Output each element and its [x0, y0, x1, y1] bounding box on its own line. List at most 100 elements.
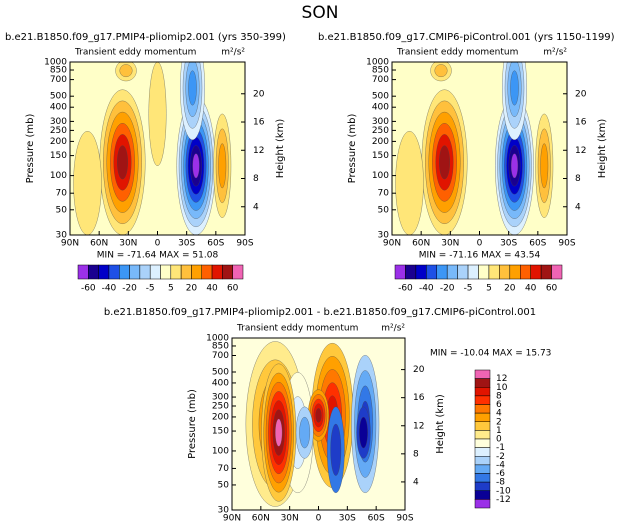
colorbar-box	[457, 264, 469, 280]
colorbar-box	[436, 264, 448, 280]
y2-tick-label: 16	[575, 118, 587, 128]
x-tick-label: 30S	[178, 239, 195, 249]
colorbar-box	[232, 264, 244, 280]
x-tick-label: 0	[316, 514, 322, 524]
colorbar-label: -40	[419, 284, 434, 294]
colorbar-label: 5	[486, 284, 492, 294]
contour-fill	[510, 153, 519, 179]
y2-tick-label: 12	[253, 146, 264, 156]
contour-fill	[299, 416, 311, 449]
colorbar-label: 6	[496, 400, 502, 410]
colorbar-label: -40	[102, 284, 117, 294]
stats: MIN = -71.64 MAX = 51.08	[97, 251, 219, 261]
y-tick-label: 70	[56, 189, 68, 199]
y2-tick-label: 12	[413, 421, 424, 431]
y2-tick-label: 4	[413, 477, 419, 487]
colorbar-box	[540, 264, 552, 280]
colorbar-box	[474, 481, 491, 491]
colorbar-box	[170, 264, 182, 280]
subtitle-right: m²/s²	[221, 48, 245, 58]
contour-fill	[395, 131, 424, 235]
x-tick-label: 60S	[207, 239, 224, 249]
y2-tick-label: 8	[575, 174, 581, 184]
y-tick-label: 30	[56, 231, 68, 241]
colorbar-label: 2	[496, 417, 502, 427]
y-tick-label: 50	[218, 480, 230, 490]
y2-tick-label: 20	[413, 365, 425, 375]
subtitle-left: Transient eddy momentum	[236, 324, 358, 334]
contour-fill	[359, 416, 368, 449]
panel: b.e21.B1850.f09_g17.PMIP4-pliomip2.001 (…	[5, 32, 286, 294]
x-tick-label: 90N	[223, 514, 241, 524]
colorbar-label: -5	[464, 284, 473, 294]
x-tick-label: 60N	[412, 239, 430, 249]
y-tick-label: 300	[50, 117, 67, 127]
colorbar-box	[474, 464, 491, 474]
colorbar-label: -60	[398, 284, 413, 294]
colorbar-box	[201, 264, 213, 280]
colorbar-box	[394, 264, 406, 280]
contour-field	[70, 62, 245, 235]
stats: MIN = -71.16 MAX = 43.54	[419, 251, 541, 261]
subtitle-right: m²/s²	[381, 324, 405, 334]
y2-tick-label: 12	[575, 146, 586, 156]
x-tick-label: 30S	[500, 239, 517, 249]
y-tick-label: 70	[378, 189, 390, 199]
colorbar-label: 0	[496, 435, 502, 445]
x-tick-label: 60S	[529, 239, 546, 249]
y-tick-label: 850	[50, 66, 67, 76]
contour-fill	[510, 70, 519, 106]
contour-field	[392, 62, 567, 235]
x-tick-label: 90S	[558, 239, 575, 249]
contour-fill	[439, 145, 450, 180]
panel: b.e21.B1850.f09_g17.CMIP6-piControl.001 …	[318, 32, 615, 294]
y-tick-label: 50	[56, 205, 68, 215]
colorbar-box	[474, 430, 491, 440]
y-tick-label: 250	[212, 401, 229, 411]
colorbar-label: -20	[122, 284, 137, 294]
colorbar-box	[474, 456, 491, 466]
colorbar-box	[211, 264, 223, 280]
colorbar-label: 5	[168, 284, 174, 294]
panel-title: b.e21.B1850.f09_g17.CMIP6-piControl.001 …	[318, 32, 615, 43]
colorbar-label: 4	[496, 409, 502, 419]
colorbar-box	[478, 264, 490, 280]
colorbar-label: -2	[496, 452, 505, 462]
colorbar-box	[160, 264, 172, 280]
contour-fill	[434, 64, 448, 78]
colorbar-box	[98, 264, 110, 280]
y-tick-label: 1000	[206, 334, 229, 344]
x-tick-label: 90S	[236, 239, 253, 249]
y-tick-label: 500	[50, 92, 67, 102]
colorbar-label: -6	[496, 469, 505, 479]
colorbar-box	[474, 395, 491, 405]
y-tick-label: 500	[372, 92, 389, 102]
colorbar-box	[530, 264, 542, 280]
y-tick-label: 850	[212, 341, 229, 351]
colorbar-box	[474, 404, 491, 414]
contour-fill	[73, 131, 102, 235]
colorbar-box	[415, 264, 427, 280]
colorbar-label: -20	[440, 284, 455, 294]
colorbar-label: -60	[81, 284, 96, 294]
colorbar-box	[77, 264, 89, 280]
stats: MIN = -10.04 MAX = 15.73	[430, 349, 551, 359]
x-tick-label: 30N	[281, 514, 299, 524]
colorbar-box	[474, 412, 491, 422]
colorbar-label: 12	[496, 374, 507, 384]
colorbar-box	[180, 264, 192, 280]
colorbar-box	[499, 264, 511, 280]
contour-fill	[119, 64, 133, 78]
y-tick-label: 400	[50, 103, 67, 113]
colorbar-box	[446, 264, 458, 280]
x-tick-label: 90N	[383, 239, 401, 249]
x-tick-label: 60S	[368, 514, 385, 524]
colorbar-label: 60	[546, 284, 558, 294]
y-tick-label: 150	[212, 427, 229, 437]
colorbar-box	[551, 264, 563, 280]
y-tick-label: 50	[378, 205, 390, 215]
y-tick-label: 150	[372, 151, 389, 161]
colorbar-box	[426, 264, 437, 280]
colorbar-box	[129, 264, 141, 280]
